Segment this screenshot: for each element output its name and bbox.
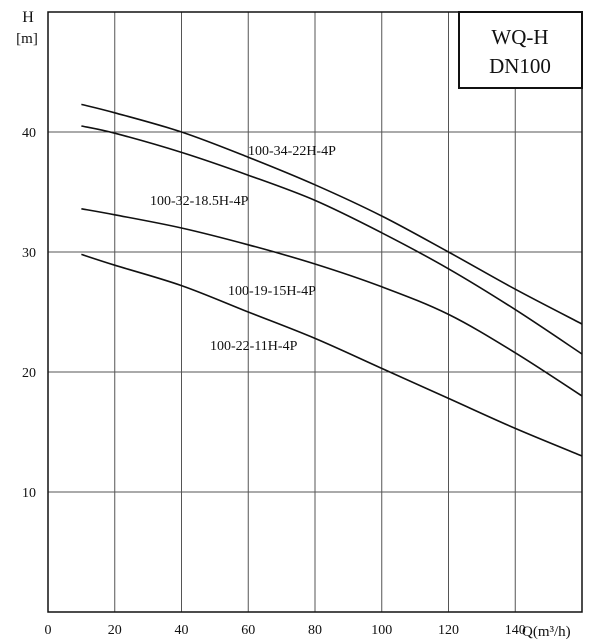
x-tick-label: 120 [438,623,459,638]
y-axis-label-unit: [m] [16,31,38,47]
x-tick-label: 100 [371,623,392,638]
y-tick-label: 10 [22,486,36,501]
x-tick-label: 140 [505,623,526,638]
x-tick-label: 20 [108,623,122,638]
y-axis-ticks: 10 20 30 40 [22,126,36,501]
series-labels: 100-34-22H-4P 100-32-18.5H-4P 100-19-15H-4… [150,144,336,354]
series-line [81,253,583,457]
grid [48,12,582,612]
series-label: 100-34-22H-4P [248,144,336,159]
x-axis-ticks: 0 20 40 60 80 100 120 140 [45,623,526,638]
x-tick-label: 40 [175,623,189,638]
series-label: 100-32-18.5H-4P [150,194,249,209]
series-line [81,103,583,325]
title-line-1: WQ-H [491,25,548,49]
y-tick-label: 40 [22,126,36,141]
series-lines [81,103,583,457]
x-tick-label: 80 [308,623,322,638]
x-tick-label: 0 [45,623,52,638]
title-line-2: DN100 [489,54,551,78]
y-tick-label: 30 [22,246,36,261]
series-label: 100-22-11H-4P [210,339,298,354]
plot-frame [47,11,583,613]
series-label: 100-19-15H-4P [228,284,316,299]
x-axis-label: Q(m³/h) [522,624,571,640]
y-axis-label-symbol: H [22,9,34,26]
x-tick-label: 60 [241,623,255,638]
series-line [81,208,583,397]
y-tick-label: 20 [22,366,36,381]
title-box [458,11,583,89]
series-line [81,125,583,355]
plot-border [47,11,583,613]
